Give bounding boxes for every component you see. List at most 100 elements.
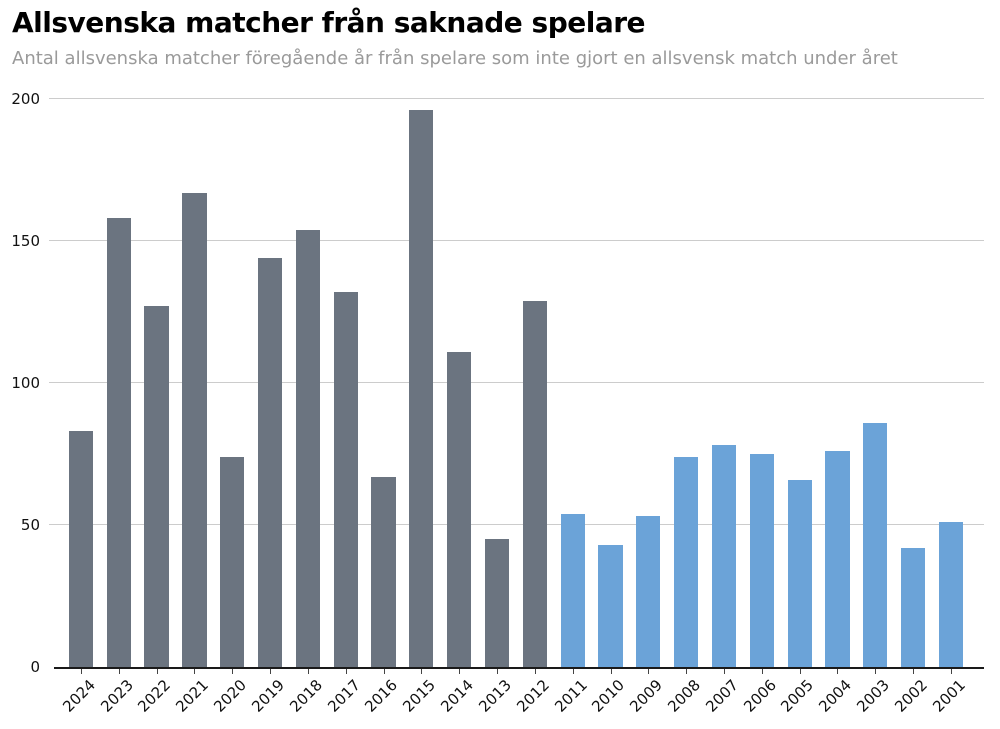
bar-2024 — [68, 431, 94, 667]
x-tick-label-2002: 2002 — [891, 676, 931, 716]
x-tick-2015 — [421, 669, 423, 674]
x-tick-2022 — [156, 669, 158, 674]
bar-slot-2016: 2016 — [362, 99, 403, 716]
bar-slot-2023: 2023 — [97, 99, 138, 716]
x-tick-label-2006: 2006 — [739, 676, 780, 716]
bar-slot-2012: 2012 — [513, 99, 554, 716]
x-tick-2003 — [875, 669, 877, 674]
y-tick-label-0: 0 — [30, 658, 40, 676]
bar-slot-2017: 2017 — [324, 99, 365, 716]
bar-2019 — [257, 258, 283, 667]
x-tick-2010 — [610, 669, 612, 674]
y-axis: 0 50 100 150 200 — [0, 90, 46, 676]
x-tick-label-2009: 2009 — [626, 676, 667, 716]
bar-2012 — [522, 300, 547, 667]
bar-slot-2003: 2003 — [853, 99, 894, 716]
x-tick-2014 — [459, 669, 461, 674]
bar-2010 — [598, 544, 623, 667]
x-tick-2006 — [761, 669, 763, 674]
x-tick-label-2020: 2020 — [210, 676, 250, 716]
bar-slot-2019: 2019 — [248, 99, 289, 716]
bar-slot-2014: 2014 — [437, 99, 478, 716]
chart-header: Allsvenska matcher från saknade spelare … — [0, 0, 1000, 71]
bar-2021 — [182, 192, 207, 667]
bar-slot-2008: 2008 — [664, 99, 705, 716]
bar-slot-2007: 2007 — [702, 99, 743, 716]
gridline-200 — [49, 98, 984, 99]
bar-2016 — [371, 476, 396, 667]
gridline-50 — [49, 524, 984, 525]
y-tick-label-200: 200 — [11, 90, 40, 108]
bar-2014 — [447, 351, 472, 667]
bar-slot-2009: 2009 — [626, 99, 667, 716]
x-tick-label-2003: 2003 — [853, 676, 894, 716]
bar-slot-2024: 2024 — [59, 99, 100, 716]
x-tick-2021 — [194, 669, 196, 674]
bar-2006 — [749, 454, 774, 667]
bar-2018 — [295, 229, 320, 667]
x-tick-label-2005: 2005 — [777, 676, 818, 716]
x-tick-label-2016: 2016 — [361, 676, 402, 716]
bar-slot-2022: 2022 — [135, 99, 176, 716]
bar-2002 — [901, 547, 926, 667]
x-tick-label-2010: 2010 — [588, 676, 629, 716]
bar-2020 — [220, 456, 245, 667]
bar-2011 — [560, 513, 585, 667]
x-tick-label-2014: 2014 — [437, 676, 477, 716]
x-tick-2012 — [534, 669, 536, 674]
bar-slot-2001: 2001 — [929, 99, 970, 716]
bar-2007 — [711, 445, 737, 667]
bar-2004 — [825, 451, 850, 667]
bar-2003 — [863, 422, 888, 667]
x-tick-2002 — [913, 669, 915, 674]
x-tick-2024 — [80, 669, 82, 674]
x-tick-2017 — [345, 669, 347, 674]
bar-2013 — [484, 539, 510, 667]
bar-2023 — [106, 218, 131, 667]
bar-2008 — [674, 456, 699, 667]
y-tick-label-100: 100 — [11, 374, 40, 392]
x-tick-label-2022: 2022 — [134, 676, 175, 716]
bar-slot-2020: 2020 — [210, 99, 251, 716]
bar-slot-2006: 2006 — [740, 99, 781, 716]
x-tick-label-2019: 2019 — [248, 676, 288, 716]
x-tick-label-2011: 2011 — [550, 676, 591, 716]
x-tick-2004 — [837, 669, 839, 674]
x-tick-label-2024: 2024 — [58, 676, 99, 716]
gridline-150 — [49, 240, 984, 241]
x-tick-label-2013: 2013 — [475, 676, 515, 716]
x-tick-2013 — [497, 669, 499, 674]
gridline-100 — [49, 382, 984, 383]
x-tick-2007 — [723, 669, 725, 674]
x-tick-2019 — [270, 669, 272, 674]
x-tick-2001 — [950, 669, 952, 674]
x-tick-2008 — [686, 669, 688, 674]
x-axis-line — [54, 667, 984, 669]
bar-2009 — [636, 516, 661, 667]
x-tick-2005 — [799, 669, 801, 674]
bar-slot-2005: 2005 — [778, 99, 819, 716]
x-tick-label-2007: 2007 — [701, 676, 742, 716]
bars-group: 2024 2023 2022 2021 2020 2019 2018 2017 2016 2015… — [59, 99, 970, 716]
chart-title: Allsvenska matcher från saknade spelare — [12, 6, 646, 39]
plot-area: 2024 2023 2022 2021 2020 2019 2018 2017 2016 2015… — [49, 98, 984, 716]
bar-2001 — [938, 522, 964, 667]
x-tick-label-2021: 2021 — [172, 676, 213, 716]
x-tick-2018 — [307, 669, 309, 674]
y-tick-label-150: 150 — [11, 232, 40, 250]
x-tick-label-2023: 2023 — [96, 676, 137, 716]
x-tick-2023 — [118, 669, 120, 674]
x-tick-label-2012: 2012 — [512, 676, 553, 716]
bar-chart: 0 50 100 150 200 2024 2023 2022 2021 2020 2019 201… — [0, 90, 1000, 716]
x-tick-2009 — [648, 669, 650, 674]
bar-slot-2018: 2018 — [286, 99, 327, 716]
bar-slot-2021: 2021 — [172, 99, 213, 716]
bar-slot-2013: 2013 — [475, 99, 516, 716]
x-tick-2011 — [572, 669, 574, 674]
y-tick-label-50: 50 — [20, 516, 40, 534]
x-tick-label-2008: 2008 — [664, 676, 704, 716]
bar-slot-2002: 2002 — [891, 99, 932, 716]
x-tick-label-2018: 2018 — [285, 676, 326, 716]
x-tick-label-2004: 2004 — [815, 676, 856, 716]
